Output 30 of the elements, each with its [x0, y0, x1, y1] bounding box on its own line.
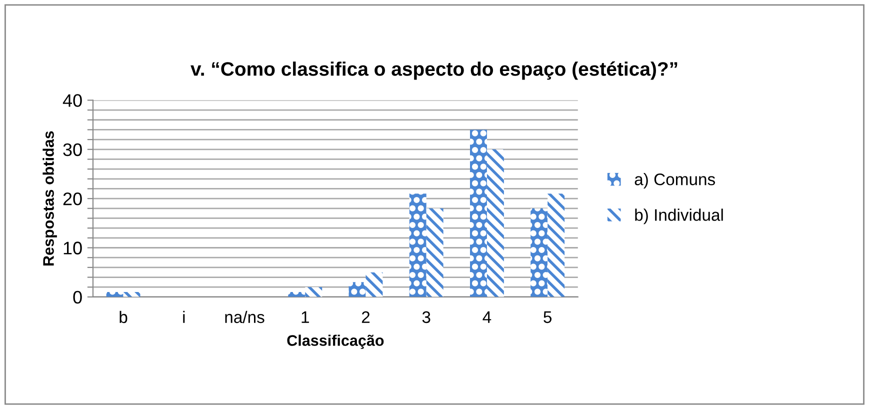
bar — [426, 208, 444, 297]
bar — [288, 292, 306, 297]
y-tick-label: 0 — [73, 290, 82, 304]
x-tick-label: 1 — [302, 311, 309, 323]
bar — [530, 208, 548, 297]
y-tick-label: 10 — [64, 242, 82, 254]
bar — [366, 272, 383, 297]
bar — [486, 149, 504, 297]
legend-label: b) Individual — [635, 208, 723, 224]
x-tick-label: 5 — [544, 311, 552, 324]
legend-label: a) Comuns — [634, 173, 716, 189]
bar — [106, 292, 124, 297]
y-tick-label: 30 — [63, 143, 82, 156]
bar — [305, 287, 322, 297]
chart-title: v. “Como classifica o aspecto do espaço (estética)?” — [190, 61, 678, 80]
x-tick-label: 3 — [422, 311, 430, 324]
bar — [409, 194, 426, 297]
y-tick-label: 20 — [63, 192, 82, 206]
y-axis-title: Respostas obtidas — [42, 131, 57, 266]
x-tick-label: na/ns — [225, 310, 264, 324]
y-tick-label: 40 — [62, 94, 82, 107]
x-tick-label: 4 — [482, 311, 492, 323]
bar — [123, 292, 140, 297]
bar — [470, 130, 487, 297]
x-tick-label: b — [120, 310, 128, 324]
x-axis-title: Classificação — [287, 334, 384, 349]
x-tick-label: i — [183, 310, 185, 323]
x-tick-label: 2 — [362, 311, 370, 323]
bar — [348, 282, 366, 297]
bar — [548, 194, 565, 297]
